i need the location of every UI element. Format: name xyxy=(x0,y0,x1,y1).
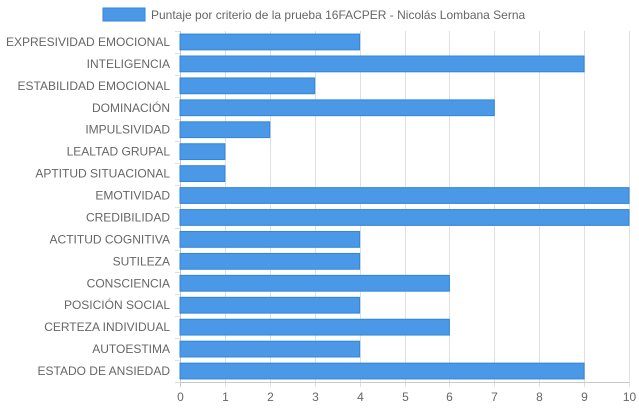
category-label: AUTOESTIMA xyxy=(92,342,170,356)
category-label: APTITUD SITUACIONAL xyxy=(35,167,170,181)
x-tick-label: 7 xyxy=(491,390,498,404)
x-tick-label: 3 xyxy=(312,390,319,404)
bar[interactable] xyxy=(179,143,226,161)
bar[interactable] xyxy=(179,274,450,292)
category-label: LEALTAD GRUPAL xyxy=(67,145,171,159)
bar[interactable] xyxy=(179,318,450,336)
x-tick-label: 2 xyxy=(267,390,274,404)
category-label: ESTABILIDAD EMOCIONAL xyxy=(18,79,171,93)
x-tick-label: 4 xyxy=(357,390,364,404)
legend-swatch xyxy=(102,7,146,22)
legend-label: Puntaje por criterio de la prueba 16FACP… xyxy=(151,8,526,22)
category-label: EXPRESIVIDAD EMOCIONAL xyxy=(6,35,170,49)
bar[interactable] xyxy=(179,209,630,226)
bar[interactable] xyxy=(179,187,630,204)
x-tick-label: 8 xyxy=(536,390,543,404)
bars xyxy=(179,33,630,380)
bar[interactable] xyxy=(179,362,585,380)
category-label: EMOTIVIDAD xyxy=(95,189,170,203)
bar[interactable] xyxy=(179,77,316,95)
category-label: IMPULSIVIDAD xyxy=(85,123,170,137)
category-label: ACTITUD COGNITIVA xyxy=(50,232,170,246)
category-label: SUTILEZA xyxy=(113,254,170,268)
bar[interactable] xyxy=(179,296,361,314)
category-label: POSICIÓN SOCIAL xyxy=(64,297,170,312)
x-tick-label: 5 xyxy=(402,390,409,404)
x-tick-label: 1 xyxy=(222,390,229,404)
category-label: CREDIBILIDAD xyxy=(86,210,170,224)
x-axis-ticks: 0 1 2 3 4 5 6 7 8 9 10 xyxy=(177,390,636,404)
bar[interactable] xyxy=(179,121,271,139)
bar[interactable] xyxy=(179,99,495,117)
category-label: CONSCIENCIA xyxy=(87,276,170,290)
bar[interactable] xyxy=(179,231,361,248)
category-labels: EXPRESIVIDAD EMOCIONAL INTELIGENCIA ESTABI… xyxy=(6,35,170,378)
x-tick-label: 9 xyxy=(581,390,588,404)
x-tick-label: 6 xyxy=(446,390,453,404)
bar[interactable] xyxy=(179,33,361,51)
category-label: INTELIGENCIA xyxy=(87,57,170,71)
category-label: ESTADO DE ANSIEDAD xyxy=(38,364,171,378)
bar[interactable] xyxy=(179,252,361,270)
bar[interactable] xyxy=(179,165,226,182)
bar[interactable] xyxy=(179,340,361,358)
legend[interactable]: Puntaje por criterio de la prueba 16FACP… xyxy=(102,7,526,22)
category-label: DOMINACIÓN xyxy=(92,100,170,115)
bar[interactable] xyxy=(179,55,585,73)
category-label: CERTEZA INDIVIDUAL xyxy=(44,320,170,334)
x-tick-label: 10 xyxy=(623,390,637,404)
x-tick-label: 0 xyxy=(177,390,184,404)
